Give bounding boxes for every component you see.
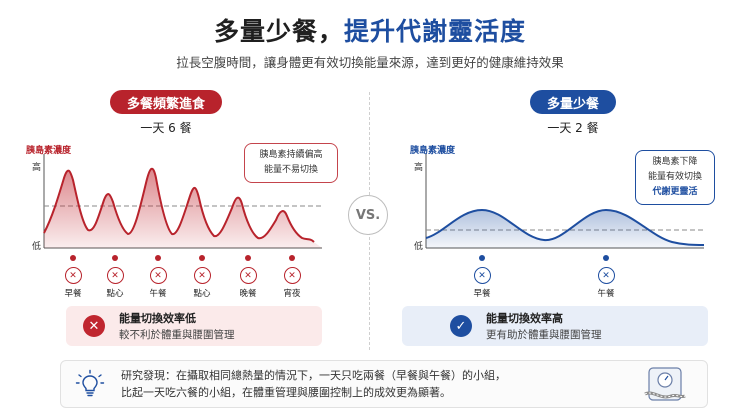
- left-meal-lunch: ✕ 午餐: [138, 267, 178, 299]
- meal-label: 午餐: [149, 289, 167, 299]
- left-meal-snack2: ✕ 點心: [182, 267, 222, 299]
- right-tick-high: 高: [414, 163, 424, 173]
- right-result-title: 能量切換效率高: [486, 312, 563, 325]
- left-result-desc: 較不利於體重與腰圍管理: [119, 329, 235, 341]
- page-subtitle: 拉長空腹時間，讓身體更有效切換能量來源，達到更好的健康維持效果: [176, 55, 564, 70]
- left-tick-high: 高: [32, 163, 42, 173]
- left-insulin-chart: [43, 154, 322, 261]
- meal-label: 午餐: [597, 289, 615, 299]
- meal-label: 點心: [193, 289, 211, 299]
- utensils-icon: ✕: [193, 267, 211, 284]
- right-callout-line2: 能量有效切換: [647, 172, 702, 182]
- utensils-icon: ✕: [239, 267, 257, 284]
- right-meal-breakfast: ✕ 早餐: [462, 267, 502, 299]
- title-main: 多量少餐，: [213, 17, 344, 46]
- left-meal-dinner: ✕ 晚餐: [228, 267, 268, 299]
- left-meal-breakfast: ✕ 早餐: [53, 267, 93, 299]
- left-result-title: 能量切換效率低: [119, 312, 196, 325]
- meal-label: 早餐: [473, 289, 491, 299]
- left-callout-line1: 胰島素持續偏高: [259, 150, 323, 160]
- meal-label: 點心: [106, 289, 124, 299]
- fewer-meals-badge: 多量少餐: [530, 90, 616, 114]
- note-line2: 比起一天吃六餐的小組，在體重管理與腰圍控制上的成效更為顯著。: [121, 386, 451, 399]
- left-insulin-area: [44, 168, 322, 248]
- title-highlight: 提升代謝靈活度: [344, 17, 527, 46]
- right-insulin-area: [426, 210, 704, 248]
- left-result-panel: ✕ 能量切換效率低 較不利於體重與腰圍管理: [66, 306, 322, 346]
- meal-label: 早餐: [64, 289, 82, 299]
- utensils-icon: ✕: [64, 267, 82, 284]
- utensils-icon: ✕: [149, 267, 167, 284]
- utensils-icon: ✕: [473, 267, 491, 284]
- page-title: 多量少餐，提升代謝靈活度: [0, 12, 740, 48]
- right-result-panel: ✓ 能量切換效率高 更有助於體重與腰圍管理: [402, 306, 708, 346]
- x-icon: ✕: [83, 315, 105, 337]
- check-icon: ✓: [450, 315, 472, 337]
- research-note: 研究發現：在攝取相同總熱量的情況下，一天只吃兩餐（早餐與午餐）的小組， 比起一天…: [60, 360, 708, 408]
- right-meal-lunch: ✕ 午餐: [586, 267, 626, 299]
- left-callout-line2: 能量不易切換: [263, 165, 318, 175]
- meal-label: 晚餐: [239, 289, 257, 299]
- right-callout-line3: 代謝更靈活: [652, 187, 698, 197]
- note-line1: 研究發現：在攝取相同總熱量的情況下，一天只吃兩餐（早餐與午餐）的小組，: [121, 369, 506, 382]
- left-callout: 胰島素持續偏高 能量不易切換: [244, 143, 338, 183]
- right-axis-title: 胰島素濃度: [410, 146, 456, 156]
- left-meal-snack1: ✕ 點心: [95, 267, 135, 299]
- frequent-meals-badge: 多餐頻繁進食: [110, 90, 222, 114]
- left-axis-title: 胰島素濃度: [26, 146, 72, 156]
- left-meal-latenight: ✕ 宵夜: [272, 267, 312, 299]
- vs-badge: VS.: [348, 195, 388, 235]
- right-insulin-line: [425, 208, 705, 246]
- meal-label: 宵夜: [283, 289, 301, 299]
- utensils-icon: ✕: [106, 267, 124, 284]
- left-insulin-line: [43, 167, 315, 243]
- right-tick-low: 低: [414, 242, 424, 252]
- right-result-desc: 更有助於體重與腰圍管理: [486, 329, 602, 341]
- left-frequency: 一天 6 餐: [140, 121, 192, 135]
- right-callout: 胰島素下降 能量有效切換 代謝更靈活: [635, 150, 715, 205]
- scale-tape-icon: [644, 367, 686, 401]
- right-meal-dots: [479, 255, 609, 261]
- right-frequency: 一天 2 餐: [547, 121, 599, 135]
- left-tick-low: 低: [32, 242, 42, 252]
- utensils-icon: ✕: [597, 267, 615, 284]
- lightbulb-icon: [75, 369, 105, 397]
- right-insulin-chart: [425, 154, 705, 261]
- utensils-icon: ✕: [283, 267, 301, 284]
- right-callout-line1: 胰島素下降: [652, 157, 698, 167]
- left-meal-dots: [70, 255, 295, 261]
